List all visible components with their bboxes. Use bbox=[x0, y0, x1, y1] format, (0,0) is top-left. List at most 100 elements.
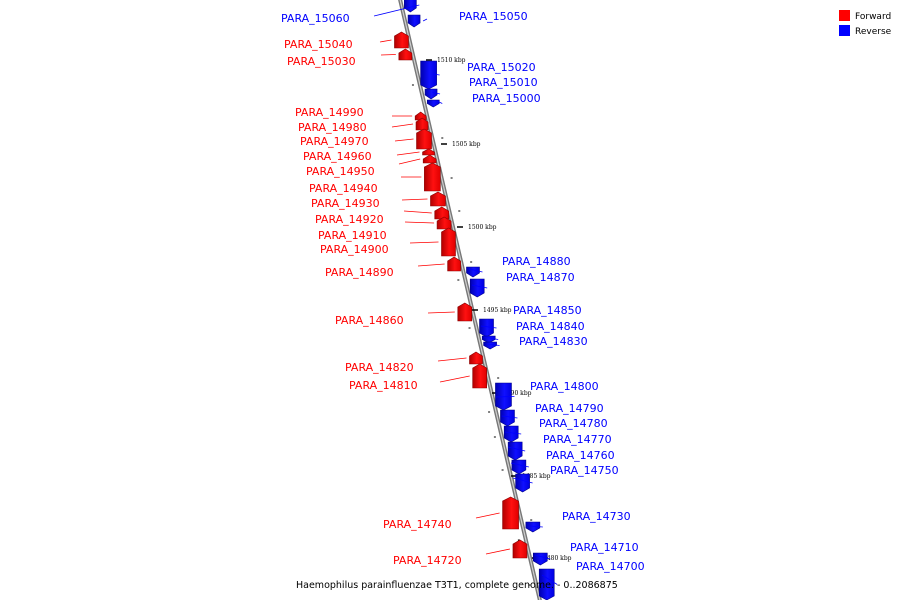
reverse-gene-arrow[interactable] bbox=[525, 521, 541, 533]
gene-label[interactable]: PARA_14770 bbox=[543, 433, 612, 446]
forward-gene-arrow[interactable] bbox=[430, 191, 446, 207]
leader-line bbox=[409, 241, 439, 244]
gene-label[interactable]: PARA_15030 bbox=[287, 55, 356, 68]
gene-label[interactable]: PARA_14760 bbox=[546, 449, 615, 462]
forward-gene-arrow[interactable] bbox=[416, 128, 432, 150]
gene-label[interactable]: PARA_14900 bbox=[320, 243, 389, 256]
reverse-gene-arrow[interactable] bbox=[469, 278, 485, 298]
gene-label[interactable]: PARA_15020 bbox=[467, 61, 536, 74]
genome-caption: Haemophilus parainfluenzae T3T1, complet… bbox=[296, 580, 618, 591]
reverse-gene-arrow[interactable] bbox=[481, 335, 496, 344]
gene-label[interactable]: PARA_14890 bbox=[325, 266, 394, 279]
reverse-gene-arrow[interactable] bbox=[404, 0, 417, 13]
leader-line bbox=[422, 18, 428, 22]
gene-label[interactable]: PARA_14920 bbox=[315, 213, 384, 226]
gene-callout: PARA_15000 bbox=[436, 92, 541, 105]
legend-label-forward: Forward bbox=[855, 12, 891, 22]
forward-gene-arrow[interactable] bbox=[398, 48, 413, 61]
reverse-gene-arrow[interactable] bbox=[538, 568, 555, 600]
leader-line bbox=[431, 91, 441, 95]
gene-label[interactable]: PARA_14870 bbox=[506, 271, 575, 284]
forward-gene-arrow[interactable] bbox=[502, 496, 519, 530]
gene-label[interactable]: PARA_14860 bbox=[335, 314, 404, 327]
gene-callout: PARA_15010 bbox=[431, 76, 538, 95]
gene-label[interactable]: PARA_14950 bbox=[306, 165, 375, 178]
gene-label[interactable]: PARA_14880 bbox=[502, 255, 571, 268]
gene-label[interactable]: PARA_15040 bbox=[284, 38, 353, 51]
gene-label[interactable]: PARA_14780 bbox=[539, 417, 608, 430]
reverse-gene-arrow[interactable] bbox=[515, 473, 530, 493]
reverse-gene-arrow[interactable] bbox=[507, 441, 523, 461]
scale-mark: 1500 kbp bbox=[457, 224, 497, 231]
gene-label[interactable]: PARA_15060 bbox=[281, 12, 350, 25]
gene-label[interactable]: PARA_15010 bbox=[469, 76, 538, 89]
forward-gene-arrow[interactable] bbox=[441, 227, 456, 257]
genome-axis bbox=[398, 0, 542, 600]
reverse-gene-arrow[interactable] bbox=[479, 318, 494, 338]
forward-gene-arrow[interactable] bbox=[414, 111, 427, 121]
gene-callout: PARA_14930 bbox=[311, 197, 428, 210]
forward-gene-arrow[interactable] bbox=[447, 256, 461, 272]
gene-label[interactable]: PARA_14830 bbox=[519, 335, 588, 348]
gene-label[interactable]: PARA_15050 bbox=[459, 10, 528, 23]
gene-label[interactable]: PARA_14720 bbox=[393, 554, 462, 567]
reverse-gene-arrow[interactable] bbox=[407, 14, 421, 28]
reverse-gene-arrow[interactable] bbox=[532, 552, 548, 566]
gene-callout: PARA_14940 bbox=[309, 176, 422, 195]
gene-label[interactable]: PARA_14800 bbox=[530, 380, 599, 393]
scale-label: 1480 kbp bbox=[543, 555, 572, 562]
forward-gene-arrow[interactable] bbox=[434, 206, 450, 220]
gene-label[interactable]: PARA_14910 bbox=[318, 229, 387, 242]
reverse-gene-arrow[interactable] bbox=[511, 459, 527, 475]
reverse-gene-arrow[interactable] bbox=[424, 88, 438, 100]
legend-label-reverse: Reverse bbox=[855, 27, 892, 37]
forward-gene-arrow[interactable] bbox=[469, 351, 483, 365]
reverse-gene-arrow[interactable] bbox=[420, 60, 437, 90]
gene-label[interactable]: PARA_14980 bbox=[298, 121, 367, 134]
gene-features bbox=[394, 0, 555, 600]
gene-label[interactable]: PARA_14970 bbox=[300, 135, 369, 148]
forward-gene-arrow[interactable] bbox=[422, 154, 437, 164]
gene-label[interactable]: PARA_14820 bbox=[345, 361, 414, 374]
leader-line bbox=[512, 477, 533, 484]
reverse-gene-arrow[interactable] bbox=[426, 99, 440, 108]
reverse-gene-arrow[interactable] bbox=[503, 425, 519, 443]
forward-gene-arrow[interactable] bbox=[422, 148, 435, 156]
reverse-gene-arrow[interactable] bbox=[466, 266, 480, 278]
gene-label[interactable]: PARA_14960 bbox=[303, 150, 372, 163]
forward-gene-arrow[interactable] bbox=[457, 302, 473, 322]
scale-mark: 1495 kbp bbox=[472, 307, 512, 314]
gene-label[interactable]: PARA_14840 bbox=[516, 320, 585, 333]
forward-gene-arrow[interactable] bbox=[472, 363, 487, 389]
gene-label[interactable]: PARA_14700 bbox=[576, 560, 645, 573]
leader-line bbox=[436, 100, 443, 104]
gene-callout: PARA_14880 bbox=[468, 255, 571, 273]
gene-label[interactable]: PARA_14990 bbox=[295, 106, 364, 119]
gene-callout: PARA_14850 bbox=[480, 304, 582, 329]
leader-line bbox=[394, 138, 414, 142]
forward-gene-arrow[interactable] bbox=[512, 539, 528, 559]
forward-gene-arrow[interactable] bbox=[394, 31, 409, 49]
gene-callout: PARA_14700 bbox=[541, 560, 645, 585]
gene-label[interactable]: PARA_14810 bbox=[349, 379, 418, 392]
gene-label[interactable]: PARA_14710 bbox=[570, 541, 639, 554]
gene-label[interactable]: PARA_14740 bbox=[383, 518, 452, 531]
gene-callout: PARA_14900 bbox=[320, 241, 439, 256]
gene-label[interactable]: PARA_14940 bbox=[309, 182, 378, 195]
gene-label[interactable]: PARA_14850 bbox=[513, 304, 582, 317]
gene-label[interactable]: PARA_15000 bbox=[472, 92, 541, 105]
gene-label[interactable]: PARA_14730 bbox=[562, 510, 631, 523]
gene-label[interactable]: PARA_14750 bbox=[550, 464, 619, 477]
leader-line bbox=[485, 548, 511, 555]
gene-label[interactable]: PARA_14790 bbox=[535, 402, 604, 415]
forward-gene-arrow[interactable] bbox=[436, 216, 452, 230]
gene-callout: PARA_14960 bbox=[303, 150, 420, 163]
gene-callout: PARA_14820 bbox=[345, 357, 467, 374]
forward-gene-arrow[interactable] bbox=[424, 162, 441, 192]
gene-callout: PARA_14910 bbox=[318, 221, 435, 242]
reverse-gene-arrow[interactable] bbox=[483, 341, 497, 350]
gene-callout: PARA_14870 bbox=[471, 271, 575, 289]
reverse-gene-arrow[interactable] bbox=[500, 409, 515, 427]
forward-gene-arrow[interactable] bbox=[415, 117, 429, 131]
gene-label[interactable]: PARA_14930 bbox=[311, 197, 380, 210]
